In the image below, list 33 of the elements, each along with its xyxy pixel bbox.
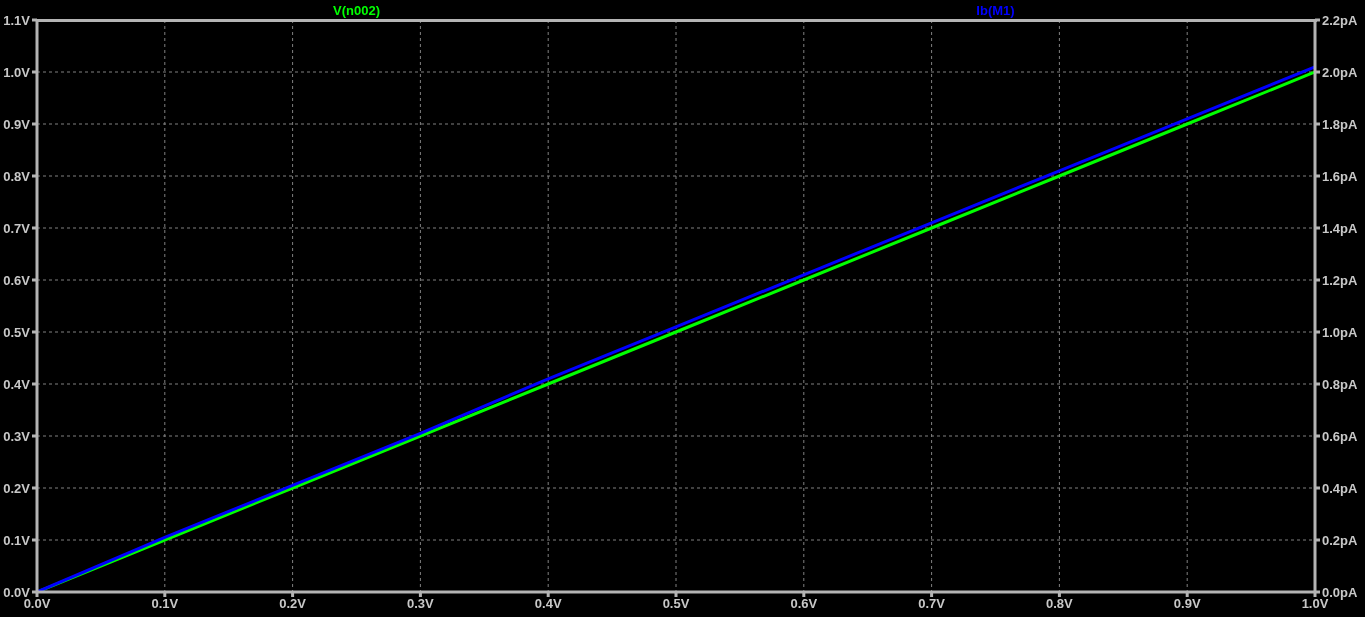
y2-tick-label: 0.4pA xyxy=(1322,480,1359,496)
y2-tick-label: 0.8pA xyxy=(1322,376,1359,392)
y2-tick-label: 1.4pA xyxy=(1322,220,1359,236)
y2-tick-label: 2.0pA xyxy=(1322,64,1359,80)
y-tick-label: 0.3V xyxy=(3,428,31,444)
y-tick-label: 0.1V xyxy=(3,532,31,548)
x-tick-label: 0.8V xyxy=(1046,596,1074,612)
x-tick-label: 0.3V xyxy=(407,596,435,612)
y2-tick-label: 1.2pA xyxy=(1322,272,1359,288)
y-tick-label: 0.6V xyxy=(3,272,31,288)
y2-tick-label: 1.0pA xyxy=(1322,324,1359,340)
y-tick-label: 0.4V xyxy=(3,376,31,392)
text: Ib(M1) xyxy=(976,3,1015,18)
y2-tick-label: 0.6pA xyxy=(1322,428,1359,444)
y-tick-label: 1.0V xyxy=(3,64,31,80)
y2-tick-label: 1.6pA xyxy=(1322,168,1359,184)
y-tick-label: 1.1V xyxy=(3,12,31,28)
text: V(n002) xyxy=(333,3,380,18)
x-tick-label: 0.6V xyxy=(790,596,818,612)
x-tick-label: 0.2V xyxy=(279,596,307,612)
y-tick-label: 0.8V xyxy=(3,168,31,184)
x-tick-label: 0.9V xyxy=(1173,596,1201,612)
x-tick-label: 0.5V xyxy=(662,596,690,612)
y2-tick-label: 2.2pA xyxy=(1322,12,1359,28)
x-tick-label: 0.1V xyxy=(151,596,179,612)
y-tick-label: 0.7V xyxy=(3,220,31,236)
y-tick-label: 0.5V xyxy=(3,324,31,340)
y-tick-label: 0.2V xyxy=(3,480,31,496)
x-tick-label: 0.4V xyxy=(534,596,562,612)
y2-tick-label: 1.8pA xyxy=(1322,116,1359,132)
y2-tick-label: 0.2pA xyxy=(1322,532,1359,548)
x-tick-label: 0.7V xyxy=(918,596,946,612)
y-tick-label: 0.9V xyxy=(3,116,31,132)
